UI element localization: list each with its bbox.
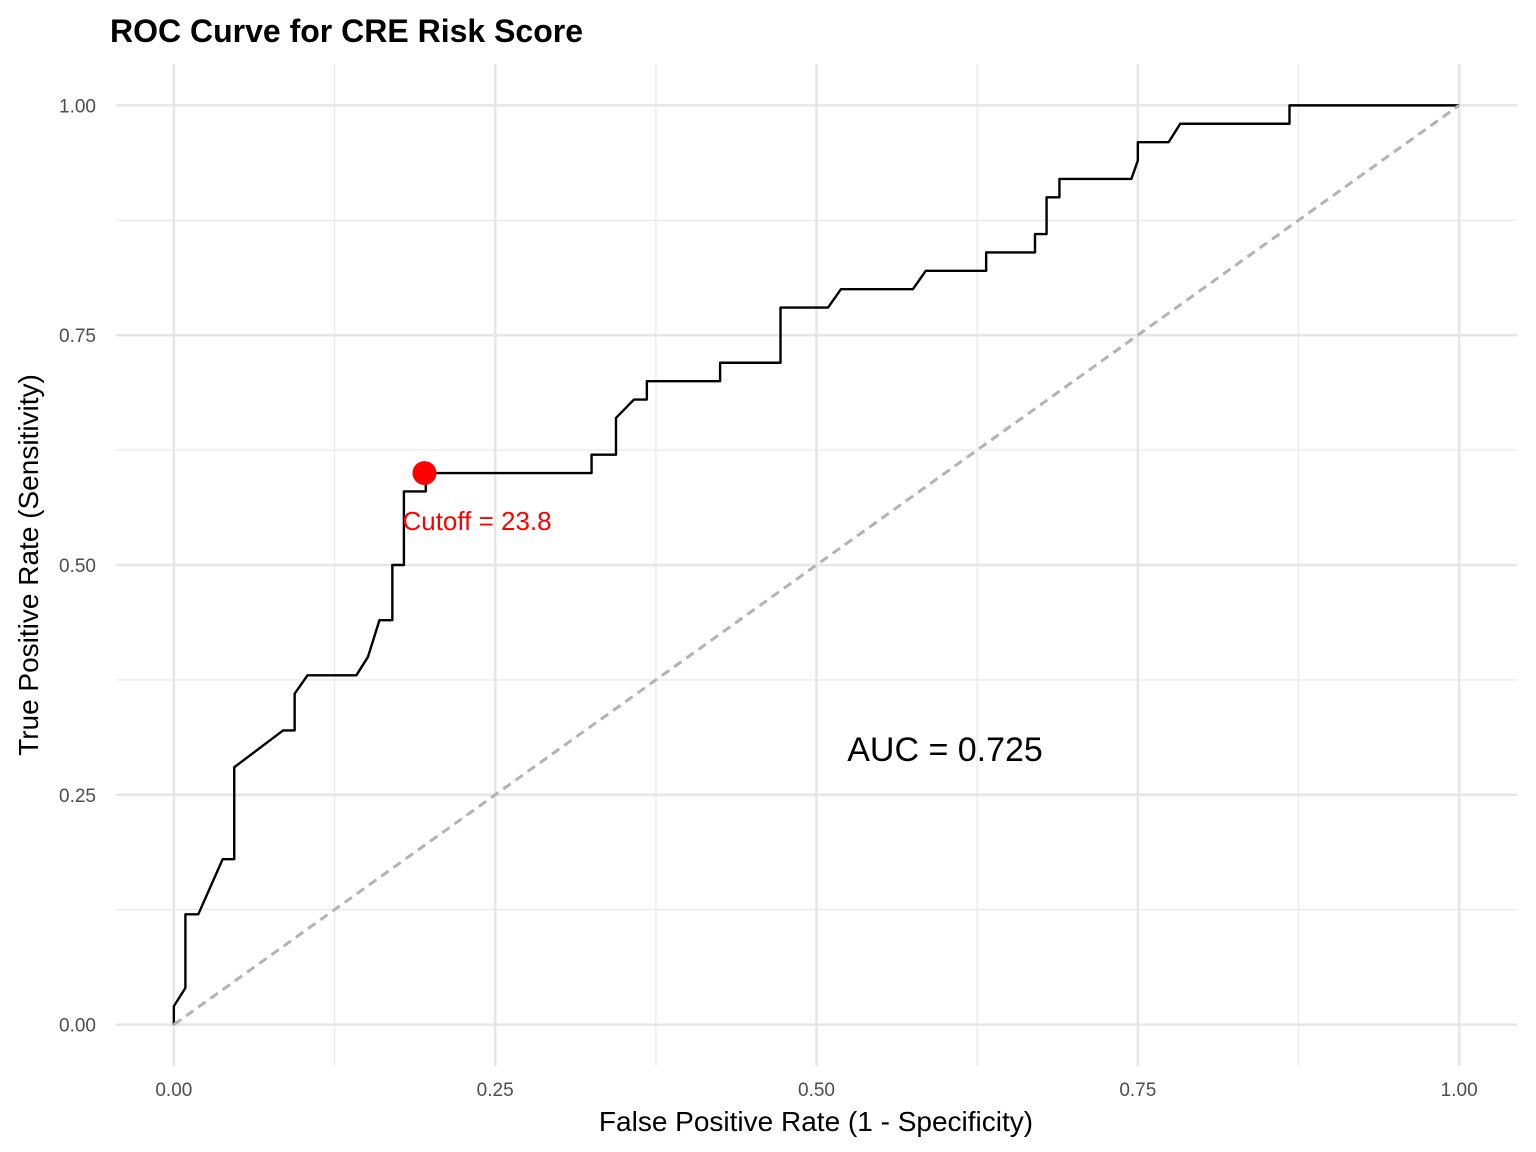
y-tick-label: 0.50	[59, 556, 96, 577]
x-axis-label: False Positive Rate (1 - Specificity)	[599, 1106, 1033, 1137]
y-tick-label: 1.00	[59, 96, 96, 117]
series-layer	[172, 104, 1461, 1026]
x-tick-label: 0.25	[477, 1080, 514, 1101]
y-axis-label: True Positive Rate (Sensitivity)	[13, 374, 44, 756]
optimal-cutoff-point	[412, 461, 437, 486]
auc-label: AUC = 0.725	[847, 731, 1043, 769]
y-tick-label: 0.25	[59, 786, 96, 807]
x-tick-label: 0.75	[1119, 1080, 1156, 1101]
x-tick-label: 0.00	[155, 1080, 192, 1101]
y-tick-label: 0.75	[59, 326, 96, 347]
x-axis-ticks: 0.00 0.25 0.50 0.75 1.00	[155, 1080, 1477, 1101]
roc-curve-line	[172, 104, 1460, 1025]
reference-diagonal-line	[172, 104, 1461, 1026]
x-tick-label: 1.00	[1441, 1080, 1478, 1101]
y-axis-ticks: 0.00 0.25 0.50 0.75 1.00	[59, 96, 96, 1036]
chart-title: ROC Curve for CRE Risk Score	[110, 13, 583, 49]
x-tick-label: 0.50	[798, 1080, 835, 1101]
y-tick-label: 0.00	[59, 1016, 96, 1037]
annotation-layer: Cutoff = 23.8 AUC = 0.725	[402, 461, 1043, 769]
cutoff-label: Cutoff = 23.8	[402, 506, 551, 536]
grid-major	[116, 64, 1517, 1066]
